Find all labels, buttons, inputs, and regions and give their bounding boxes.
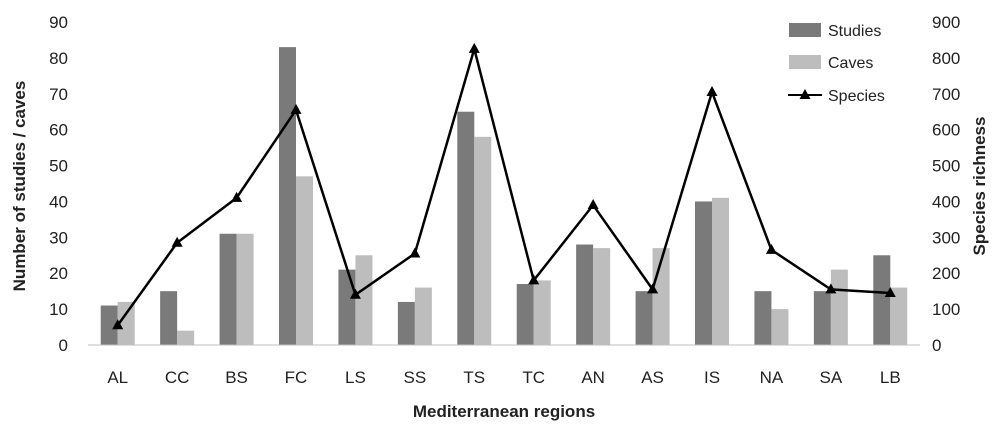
bar-studies-ls [338, 269, 356, 345]
species-point-sa [825, 283, 837, 294]
x-tick-label: LB [880, 368, 901, 387]
bar-studies-ss [397, 301, 415, 345]
x-tick-label: AS [641, 368, 664, 387]
bar-caves-al [117, 301, 135, 345]
bar-caves-lb [890, 287, 908, 345]
bar-studies-na [754, 291, 772, 345]
bar-studies-ts [457, 111, 475, 345]
x-axis-title: Mediterranean regions [413, 402, 595, 421]
species-point-fc [290, 103, 302, 114]
species-point-bs [231, 191, 243, 202]
y-tick-label: 10 [49, 300, 68, 319]
species-point-tc [528, 274, 540, 285]
x-tick-label: SA [820, 368, 843, 387]
x-tick-label: LS [345, 368, 366, 387]
x-tick-label: AL [107, 368, 128, 387]
bar-studies-al [100, 305, 118, 345]
x-tick-label: NA [760, 368, 784, 387]
y2-tick-label: 800 [932, 49, 960, 68]
bar-caves-an [593, 248, 611, 345]
y-tick-label: 80 [49, 49, 68, 68]
y2-tick-label: 500 [932, 157, 960, 176]
bar-studies-is [695, 201, 712, 345]
y-tick-label: 50 [49, 157, 68, 176]
y2-tick-label: 300 [932, 228, 960, 247]
y-tick-label: 40 [49, 192, 68, 211]
species-line-group [112, 42, 896, 330]
y2-tick-label: 0 [932, 336, 941, 355]
bar-caves-ss [414, 287, 432, 345]
legend-label-species: Species [828, 88, 885, 105]
y2-tick-label: 100 [932, 300, 960, 319]
species-line [116, 44, 891, 326]
legend-label-studies: Studies [828, 23, 881, 40]
species-point-al [112, 319, 124, 330]
bar-studies-an [576, 244, 594, 345]
species-point-ss [409, 247, 421, 258]
bar-studies-cc [160, 291, 178, 345]
bar-studies-tc [516, 283, 534, 345]
legend-swatch-caves [789, 55, 821, 69]
x-tick-label: BS [225, 368, 248, 387]
x-tick-label: TS [463, 368, 485, 387]
bar-studies-fc [279, 47, 296, 345]
y-axis-right: 0 100 200 300 400 500 600 700 800 900 [932, 13, 960, 355]
y-axis-left: 0 10 20 30 40 50 60 70 80 90 [49, 13, 68, 355]
y2-axis-title: Species richness [970, 117, 989, 256]
species-point-as [647, 283, 659, 294]
x-axis: AL CC BS FC LS SS TS TC AN AS IS NA SA LB [107, 368, 900, 387]
y-tick-label: 30 [49, 228, 68, 247]
x-tick-label: CC [165, 368, 190, 387]
bar-group [100, 47, 908, 345]
x-tick-label: TC [522, 368, 545, 387]
bar-studies-as [635, 291, 653, 345]
y2-tick-label: 200 [932, 264, 960, 283]
x-tick-label: FC [285, 368, 308, 387]
bar-caves-sa [830, 269, 848, 345]
species-point-is [706, 85, 718, 96]
bar-caves-ts [474, 136, 492, 345]
bar-caves-cc [177, 330, 195, 345]
y2-tick-label: 600 [932, 121, 960, 140]
y-tick-label: 60 [49, 121, 68, 140]
species-point-an [587, 199, 599, 210]
bar-caves-is [712, 197, 729, 345]
bar-caves-tc [533, 280, 551, 345]
y2-tick-label: 400 [932, 192, 960, 211]
species-point-lb [884, 286, 896, 297]
y-tick-label: 0 [59, 336, 68, 355]
species-point-cc [171, 236, 183, 247]
legend: Studies Caves Species [788, 23, 885, 105]
legend-swatch-studies [789, 23, 821, 37]
y2-tick-label: 700 [932, 85, 960, 104]
x-tick-label: SS [404, 368, 427, 387]
bar-caves-ls [355, 255, 373, 345]
legend-marker-species [799, 89, 811, 99]
x-tick-label: IS [704, 368, 720, 387]
bar-caves-bs [236, 233, 254, 345]
legend-label-caves: Caves [828, 55, 873, 72]
y-tick-label: 20 [49, 264, 68, 283]
y-axis-title: Number of studies / caves [10, 81, 29, 292]
y-tick-label: 70 [49, 85, 68, 104]
bar-studies-lb [873, 255, 891, 345]
bar-caves-na [771, 309, 789, 345]
species-point-na [765, 243, 777, 254]
y-tick-label: 90 [49, 13, 68, 32]
bar-studies-bs [219, 233, 237, 345]
bar-studies-sa [813, 291, 831, 345]
y2-tick-label: 900 [932, 13, 960, 32]
species-point-ts [468, 42, 480, 53]
species-point-ls [349, 288, 361, 299]
x-tick-label: AN [581, 368, 605, 387]
bar-caves-fc [296, 176, 313, 345]
